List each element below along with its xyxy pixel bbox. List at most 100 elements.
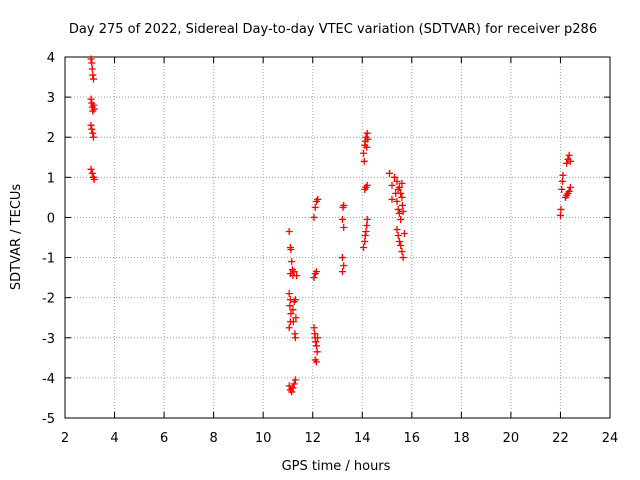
data-point — [363, 215, 371, 223]
data-point — [89, 75, 97, 83]
data-point — [394, 205, 402, 213]
data-point — [311, 203, 319, 211]
data-point — [287, 310, 295, 318]
x-tick-label: 10 — [255, 431, 272, 446]
data-point — [312, 338, 320, 346]
data-point — [363, 181, 371, 189]
data-point — [393, 197, 401, 205]
data-point — [338, 215, 346, 223]
data-point — [289, 318, 297, 326]
data-point — [312, 342, 320, 350]
data-point — [363, 221, 371, 229]
data-point — [88, 65, 96, 73]
data-point — [292, 314, 300, 322]
data-point — [395, 238, 403, 246]
y-tick-label: 4 — [47, 51, 55, 66]
x-tick-label: 18 — [453, 431, 470, 446]
data-point — [291, 296, 299, 304]
data-point — [285, 290, 293, 298]
data-point — [388, 181, 396, 189]
x-axis-label: GPS time / hours — [282, 459, 391, 474]
x-tick-label: 12 — [304, 431, 321, 446]
data-point — [399, 254, 407, 262]
data-point — [290, 380, 298, 388]
data-point — [557, 205, 565, 213]
data-point — [362, 227, 370, 235]
data-point — [556, 211, 564, 219]
grid-lines — [65, 57, 610, 418]
data-point — [397, 242, 405, 250]
data-points — [87, 55, 574, 396]
data-point — [398, 248, 406, 256]
data-point — [288, 258, 296, 266]
data-point — [314, 195, 322, 203]
data-point — [310, 274, 318, 282]
data-point — [361, 238, 369, 246]
x-tick-label: 4 — [110, 431, 118, 446]
data-point — [340, 223, 348, 231]
data-point — [287, 246, 295, 254]
data-point — [314, 334, 322, 342]
data-point — [286, 302, 294, 310]
data-point — [338, 268, 346, 276]
data-point — [360, 157, 368, 165]
y-tick-label: 1 — [47, 171, 55, 186]
y-tick-label: 3 — [47, 91, 55, 106]
data-point — [340, 201, 348, 209]
y-axis-label: SDTVAR / TECUs — [9, 184, 24, 291]
data-point — [363, 143, 371, 151]
data-point — [390, 173, 398, 181]
data-point — [88, 125, 96, 133]
data-point — [290, 268, 298, 276]
x-tick-label: 24 — [602, 431, 619, 446]
y-tick-label: -2 — [42, 292, 55, 307]
data-point — [291, 334, 299, 342]
data-point — [393, 225, 401, 233]
x-tick-label: 14 — [354, 431, 371, 446]
y-tick-label: -4 — [42, 372, 55, 387]
data-point — [312, 268, 320, 276]
data-point — [398, 193, 406, 201]
data-point — [87, 121, 95, 129]
data-point — [394, 185, 402, 193]
data-point — [361, 231, 369, 239]
y-tick-label: 0 — [47, 211, 55, 226]
data-point — [90, 105, 98, 113]
data-point — [398, 179, 406, 187]
data-point — [360, 149, 368, 157]
data-point — [89, 101, 97, 109]
data-point — [310, 324, 318, 332]
y-tick-label: -1 — [42, 252, 55, 267]
x-tick-label: 22 — [552, 431, 569, 446]
data-point — [565, 187, 573, 195]
data-point — [566, 157, 574, 165]
data-point — [289, 306, 297, 314]
data-point — [288, 388, 296, 396]
data-point — [393, 177, 401, 185]
data-point — [89, 129, 97, 137]
data-point — [87, 165, 95, 173]
x-tick-label: 20 — [503, 431, 520, 446]
data-point — [566, 183, 574, 191]
x-tick-label: 2 — [61, 431, 69, 446]
data-point — [310, 213, 318, 221]
data-point — [88, 169, 96, 177]
data-point — [398, 201, 406, 209]
data-point — [90, 175, 98, 183]
data-point — [285, 382, 293, 390]
data-point — [559, 171, 567, 179]
data-point — [87, 55, 95, 63]
y-tick-label: -5 — [42, 412, 55, 427]
data-point — [360, 244, 368, 252]
y-tick-label: -3 — [42, 332, 55, 347]
data-point — [399, 207, 407, 215]
data-point — [388, 195, 396, 203]
data-point — [394, 231, 402, 239]
y-tick-label: 2 — [47, 131, 55, 146]
data-point — [291, 376, 299, 384]
data-point — [87, 95, 95, 103]
data-point — [558, 177, 566, 185]
data-point — [565, 151, 573, 159]
